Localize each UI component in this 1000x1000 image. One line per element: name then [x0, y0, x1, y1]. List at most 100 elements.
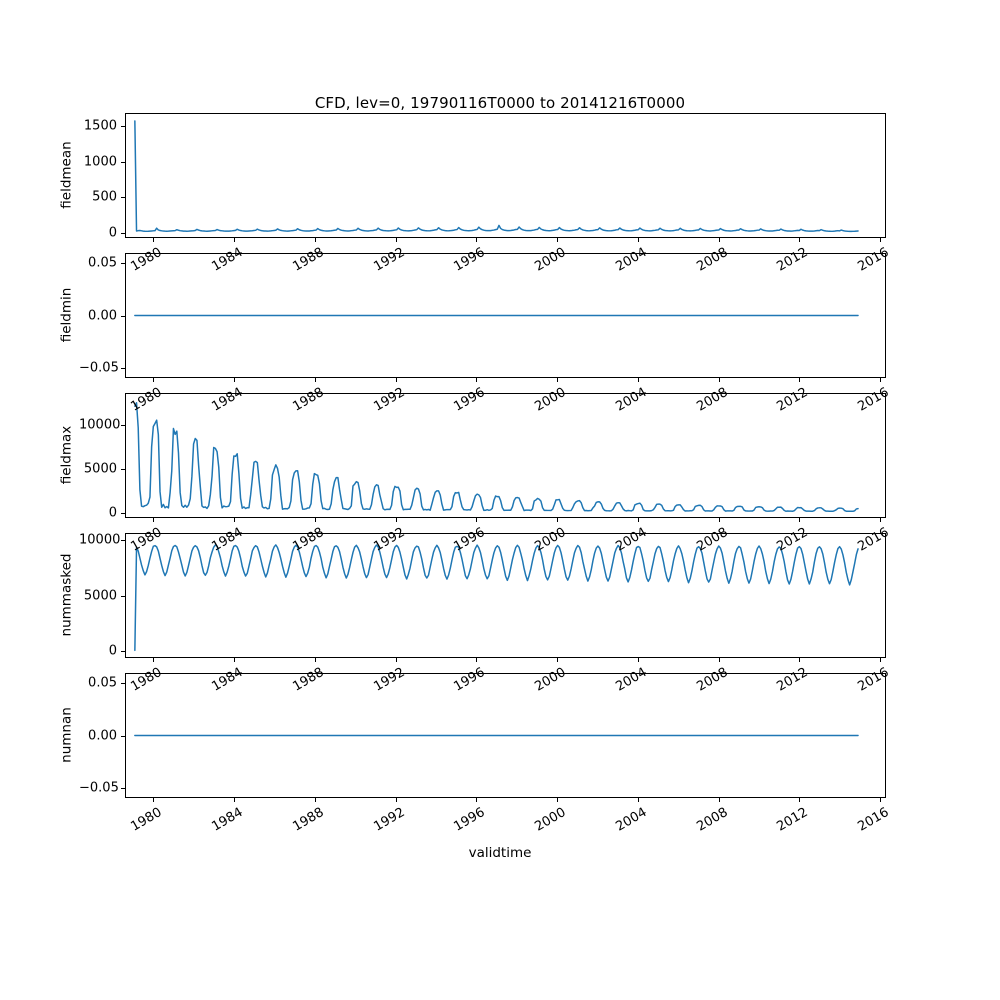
- y-tick-label: 10000: [79, 532, 121, 548]
- x-tick-label: 1988: [290, 805, 327, 835]
- y-tick-label: 0: [108, 643, 117, 659]
- x-tick-mark: [557, 658, 558, 662]
- x-tick-mark: [557, 518, 558, 522]
- x-tick-mark: [637, 658, 639, 662]
- subplot-fieldmin: [125, 253, 886, 378]
- x-tick-mark: [153, 518, 155, 522]
- y-tick-label: 5000: [83, 588, 117, 603]
- x-tick-mark: [799, 238, 801, 242]
- x-tick-mark: [314, 378, 316, 382]
- y-tick-label: −0.05: [79, 780, 119, 796]
- x-tick-mark: [314, 238, 316, 242]
- subplot-nummasked: [125, 533, 886, 658]
- y-tick-label: 10000: [79, 417, 121, 433]
- y-tick-mark: [121, 539, 125, 541]
- y-tick-mark: [121, 787, 125, 789]
- y-tick-mark: [121, 683, 125, 685]
- y-tick-mark: [121, 125, 125, 127]
- x-tick-mark: [314, 518, 316, 522]
- x-tick-mark: [718, 238, 720, 242]
- y-tick-mark: [121, 512, 125, 514]
- subplot-fieldmean: [125, 113, 886, 238]
- x-tick-mark: [557, 798, 558, 802]
- x-tick-mark: [395, 378, 397, 382]
- x-tick-mark: [879, 798, 881, 802]
- y-tick-mark: [121, 595, 125, 597]
- x-tick-mark: [799, 518, 801, 522]
- x-tick-mark: [395, 658, 397, 662]
- y-tick-label: 1500: [83, 118, 117, 134]
- y-tick-mark: [121, 233, 125, 234]
- x-tick-mark: [879, 518, 881, 522]
- x-tick-mark: [718, 518, 720, 522]
- x-tick-mark: [234, 518, 235, 522]
- x-tick-mark: [476, 378, 478, 382]
- x-tick-mark: [476, 658, 478, 662]
- y-tick-mark: [121, 263, 125, 265]
- x-tick-label: 2008: [693, 805, 730, 835]
- x-tick-mark: [557, 378, 558, 382]
- x-tick-mark: [879, 378, 881, 382]
- y-tick-label: 0.05: [88, 675, 117, 691]
- figure-title: CFD, lev=0, 19790116T0000 to 20141216T00…: [314, 94, 686, 112]
- x-tick-mark: [234, 378, 235, 382]
- x-tick-mark: [718, 378, 720, 382]
- y-tick-mark: [121, 735, 125, 737]
- data-line-nummasked: [134, 544, 859, 652]
- y-tick-mark: [121, 651, 125, 653]
- y-tick-label: 0: [108, 225, 117, 241]
- x-tick-mark: [395, 238, 397, 242]
- y-tick-label: 5000: [83, 461, 117, 477]
- subplot-fieldmax: [125, 393, 886, 518]
- x-tick-label: 2016: [855, 805, 892, 835]
- x-tick-mark: [234, 798, 235, 802]
- x-tick-mark: [476, 798, 478, 802]
- x-tick-mark: [395, 798, 397, 802]
- x-tick-mark: [637, 378, 639, 382]
- x-tick-mark: [879, 238, 881, 242]
- x-tick-mark: [799, 378, 801, 382]
- x-tick-mark: [799, 798, 801, 802]
- y-tick-label: 0.00: [88, 728, 117, 743]
- x-axis-label: validtime: [468, 845, 532, 861]
- x-tick-mark: [476, 518, 478, 522]
- x-tick-mark: [153, 238, 155, 242]
- x-tick-mark: [314, 798, 316, 802]
- x-tick-mark: [153, 798, 155, 802]
- y-tick-label: 0: [108, 505, 117, 521]
- x-tick-mark: [799, 658, 801, 662]
- y-tick-label: 0.05: [88, 255, 117, 271]
- x-tick-mark: [234, 658, 235, 662]
- x-tick-mark: [637, 798, 639, 802]
- y-axis-label-numnan: numnan: [58, 706, 74, 763]
- x-tick-label: 1996: [451, 805, 488, 835]
- data-line-fieldmax: [134, 402, 859, 513]
- y-tick-mark: [121, 161, 125, 163]
- y-tick-mark: [121, 424, 125, 426]
- x-tick-label: 1984: [209, 805, 246, 835]
- x-tick-mark: [637, 518, 639, 522]
- y-tick-label: 500: [92, 189, 117, 205]
- x-tick-mark: [637, 238, 639, 242]
- x-tick-mark: [234, 238, 235, 242]
- x-tick-label: 2000: [532, 805, 569, 835]
- x-tick-mark: [879, 658, 881, 662]
- x-tick-mark: [476, 238, 478, 242]
- x-tick-label: 1980: [128, 805, 165, 835]
- x-tick-mark: [153, 378, 155, 382]
- y-tick-label: 1000: [83, 154, 117, 170]
- x-tick-mark: [718, 658, 720, 662]
- x-tick-label: 1992: [370, 805, 407, 835]
- y-tick-label: 0.00: [88, 308, 117, 323]
- y-tick-mark: [121, 367, 125, 369]
- x-tick-mark: [314, 658, 316, 662]
- x-tick-mark: [718, 798, 720, 802]
- y-tick-mark: [121, 468, 125, 470]
- subplot-numnan: [125, 673, 886, 798]
- y-tick-mark: [121, 197, 125, 199]
- y-tick-label: −0.05: [79, 360, 119, 376]
- data-line-fieldmean: [134, 120, 859, 233]
- x-tick-mark: [557, 238, 558, 242]
- x-tick-mark: [395, 518, 397, 522]
